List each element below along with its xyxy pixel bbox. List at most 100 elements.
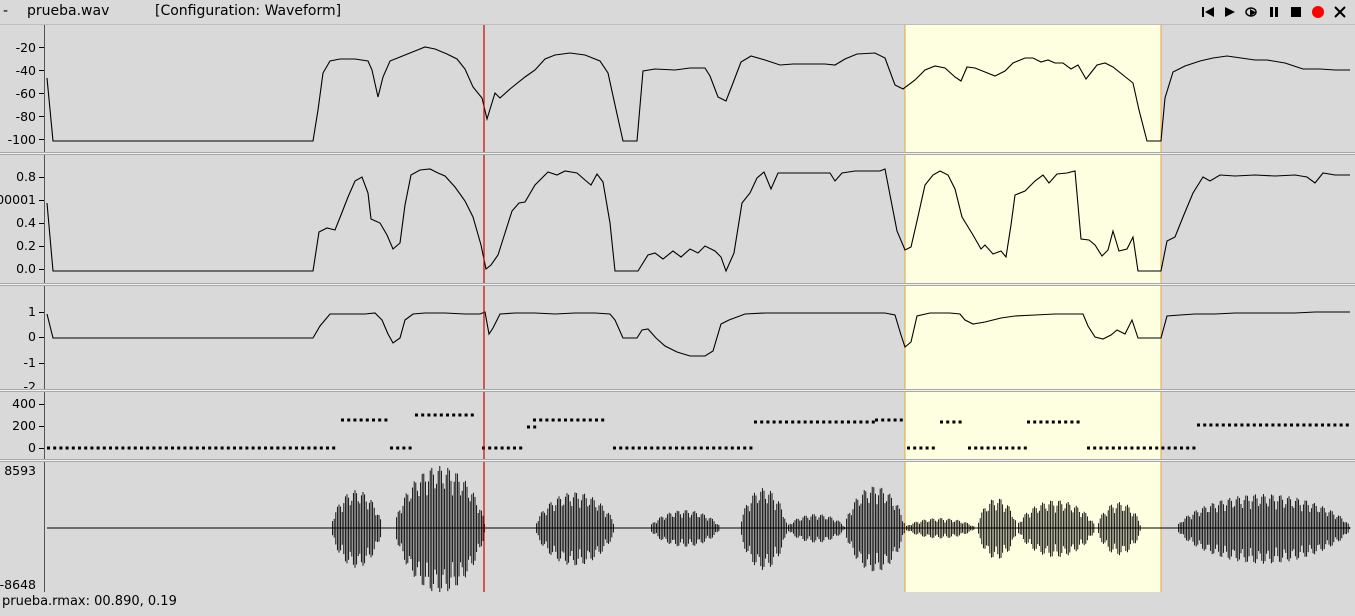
pitch-dot: [202, 446, 205, 450]
energy-tick: -80: [15, 109, 36, 124]
pitch-dot: [601, 418, 605, 422]
pitch-dot: [446, 413, 449, 417]
pitch-dot: [809, 420, 813, 424]
pitch-dot: [637, 446, 641, 450]
pitch-dot: [332, 446, 336, 450]
voicing-tick: 00001: [0, 192, 36, 207]
record-icon[interactable]: [1309, 3, 1327, 21]
playback-controls: [1199, 3, 1349, 21]
waveform-panel[interactable]: 8593 -8648: [0, 462, 1355, 592]
pitch-dot: [1308, 423, 1312, 427]
energy-panel[interactable]: -20 -40 -60 -80 -100: [0, 25, 1355, 152]
pitch-dot: [576, 418, 580, 422]
title-bar: - prueba.wav [Configuration: Waveform]: [0, 0, 1355, 25]
pitch-dot: [907, 446, 910, 450]
pitch-dot: [1339, 423, 1343, 427]
pitch-dot: [1005, 446, 1009, 450]
pitch-dot: [208, 446, 212, 450]
pitch-dot: [359, 418, 363, 422]
pitch-dot: [220, 446, 224, 450]
waveform-path: [47, 466, 1351, 592]
pitch-dot: [251, 446, 255, 450]
pitch-dot: [875, 418, 878, 422]
pitch-dot: [470, 413, 474, 417]
correlation-axis: 1 0 -1 -2: [0, 286, 44, 389]
pitch-dot: [53, 446, 57, 450]
pitch-dot: [619, 446, 623, 450]
pitch-dot: [625, 446, 629, 450]
pitch-dot: [980, 446, 984, 450]
pitch-dot: [853, 420, 857, 424]
pitch-dot: [384, 418, 388, 422]
pitch-dot: [706, 446, 709, 450]
pitch-dot: [749, 446, 753, 450]
pitch-dot: [1296, 423, 1300, 427]
pitch-dot: [931, 446, 935, 450]
pitch-dot: [999, 446, 1002, 450]
pitch-dot: [121, 446, 125, 450]
pitch-dot: [47, 446, 50, 450]
pitch-dot: [946, 420, 950, 424]
pitch-dot: [588, 418, 592, 422]
pitch-dot: [365, 418, 369, 422]
pitch-dot: [1167, 446, 1171, 450]
pitch-dot: [115, 446, 119, 450]
pitch-dot: [96, 446, 100, 450]
pitch-panel[interactable]: 400 200 0: [0, 392, 1355, 459]
pitch-dot: [1209, 423, 1213, 427]
pitch-dot: [785, 420, 788, 424]
pitch-dot: [439, 413, 443, 417]
pitch-dot: [506, 446, 510, 450]
pitch-dot: [668, 446, 672, 450]
pitch-dot: [71, 446, 75, 450]
pitch-dot: [353, 418, 357, 422]
stop-icon[interactable]: [1287, 3, 1305, 21]
pitch-dot: [1105, 446, 1109, 450]
pitch-dot: [881, 418, 885, 422]
pitch-dot: [557, 418, 561, 422]
skip-to-start-icon[interactable]: [1199, 3, 1217, 21]
pitch-dot: [214, 446, 218, 450]
energy-axis: -20 -40 -60 -80 -100: [0, 25, 44, 152]
pitch-dot: [1111, 446, 1115, 450]
pitch-dot: [1203, 423, 1207, 427]
pitch-dot: [1180, 446, 1183, 450]
loop-play-icon[interactable]: [1243, 3, 1261, 21]
pitch-dot: [396, 446, 400, 450]
pitch-dot: [1011, 446, 1015, 450]
pitch-dot: [533, 425, 537, 429]
pitch-dot: [693, 446, 697, 450]
pitch-dot: [1130, 446, 1134, 450]
pitch-dot: [899, 418, 903, 422]
selection-region: [905, 25, 1161, 152]
voicing-tick: 0.0: [16, 261, 36, 276]
pitch-dot: [164, 446, 168, 450]
waveform-axis: 8593 -8648: [0, 462, 44, 592]
pitch-dot: [675, 446, 678, 450]
pitch-dot: [551, 418, 555, 422]
pitch-dot: [301, 446, 305, 450]
pitch-dot: [737, 446, 740, 450]
file-name: prueba.wav: [27, 3, 110, 19]
pause-icon[interactable]: [1265, 3, 1283, 21]
pitch-dot: [1277, 423, 1281, 427]
pitch-dot: [464, 413, 468, 417]
pitch-dot: [724, 446, 728, 450]
pitch-dot: [803, 420, 807, 424]
pitch-dot: [1142, 446, 1146, 450]
correlation-panel[interactable]: 1 0 -1 -2: [0, 286, 1355, 389]
pitch-dot: [859, 420, 863, 424]
pitch-dot: [650, 446, 654, 450]
pitch-dot: [1302, 423, 1306, 427]
pitch-dot: [458, 413, 462, 417]
voicing-panel[interactable]: 0.8 00001 0.4 0.2 0.0: [0, 155, 1355, 283]
pitch-dot: [488, 446, 492, 450]
status-text: prueba.rmax: 00.890, 0.19: [2, 594, 177, 609]
close-icon[interactable]: [1331, 3, 1349, 21]
pitch-dot: [582, 418, 586, 422]
pitch-dot: [1246, 423, 1250, 427]
pitch-dot: [1099, 446, 1103, 450]
pitch-dot: [1283, 423, 1287, 427]
play-icon[interactable]: [1221, 3, 1239, 21]
pitch-dot: [865, 420, 869, 424]
